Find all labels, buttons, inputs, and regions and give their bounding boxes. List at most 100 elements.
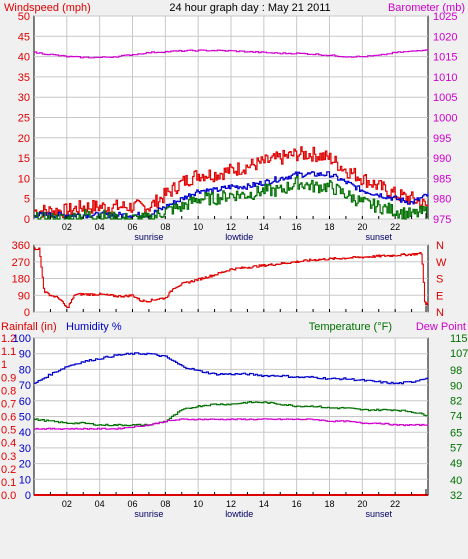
wind-series-gust bbox=[34, 146, 429, 219]
wind-panel-hour-label: 20 bbox=[357, 222, 367, 232]
humidity-tick-label: 30 bbox=[19, 443, 31, 455]
wind-panel-hour-label: 06 bbox=[127, 222, 137, 232]
barometer-tick-label: 995 bbox=[433, 133, 451, 145]
weather-panel-hour-label: 18 bbox=[324, 499, 334, 509]
windspeed-tick-label: 35 bbox=[18, 72, 30, 84]
windspeed-tick-label: 15 bbox=[18, 153, 30, 165]
wind-panel-hour-label: 02 bbox=[62, 222, 72, 232]
barometer-tick-label: 1020 bbox=[433, 31, 457, 43]
humidity-tick-label: 40 bbox=[19, 427, 31, 439]
weather-panel-hour-label: 22 bbox=[390, 499, 400, 509]
humidity-tick-label: 20 bbox=[19, 459, 31, 471]
weather-panel-hour-label: 02 bbox=[62, 499, 72, 509]
rainfall-tick-label: 0.2 bbox=[1, 464, 16, 476]
humidity-tick-label: 0 bbox=[25, 490, 31, 502]
dewpoint-axis-title: Dew Point bbox=[416, 321, 466, 333]
rainfall-tick-label: 0.0 bbox=[1, 490, 16, 502]
temperature-tick-label: 40 bbox=[450, 475, 462, 487]
temperature-tick-label: 115 bbox=[450, 333, 468, 345]
rainfall-tick-label: 0.5 bbox=[1, 425, 16, 437]
barometer-axis-title: Barometer (mb) bbox=[388, 2, 465, 14]
wind-panel-lowtide-marker: lowtide bbox=[225, 232, 253, 242]
compass-label: E bbox=[436, 290, 443, 302]
wind-panel-hour-label: 10 bbox=[193, 222, 203, 232]
weather-panel-hour-label: 16 bbox=[292, 499, 302, 509]
weather-panel-hour-label: 08 bbox=[160, 499, 170, 509]
direction-tick-label: 180 bbox=[12, 274, 30, 286]
barometer-tick-label: 990 bbox=[433, 153, 451, 165]
rainfall-tick-label: 0.8 bbox=[1, 385, 16, 397]
rainfall-tick-label: 0.7 bbox=[1, 398, 16, 410]
direction-tick-label: 0 bbox=[24, 307, 30, 319]
compass-label: N bbox=[436, 240, 444, 252]
wind-panel-sunset-marker: sunset bbox=[365, 232, 392, 242]
weather-panel-hour-label: 14 bbox=[259, 499, 269, 509]
windspeed-tick-label: 50 bbox=[18, 11, 30, 23]
rainfall-tick-label: 0.6 bbox=[1, 412, 16, 424]
direction-tick-label: 360 bbox=[12, 240, 30, 252]
windspeed-tick-label: 0 bbox=[24, 214, 30, 226]
compass-label: S bbox=[436, 274, 443, 286]
temperature-tick-label: 32 bbox=[450, 490, 462, 502]
temperature-tick-label: 57 bbox=[450, 443, 462, 455]
rainfall-axis-title: Rainfall (in) bbox=[1, 321, 57, 333]
direction-series bbox=[34, 247, 429, 309]
rainfall-tick-label: 0.3 bbox=[1, 451, 16, 463]
weather-panel-hour-label: 04 bbox=[95, 499, 105, 509]
wind-panel-hour-label: 04 bbox=[95, 222, 105, 232]
weather-series-temperature bbox=[34, 401, 429, 427]
weather-panel-hour-label: 12 bbox=[226, 499, 236, 509]
barometer-tick-label: 975 bbox=[433, 214, 451, 226]
humidity-tick-label: 10 bbox=[19, 474, 31, 486]
graph-title: 24 hour graph day : May 21 2011 bbox=[169, 2, 330, 14]
weather-series-humidity bbox=[34, 352, 429, 385]
direction-tick-label: 90 bbox=[18, 290, 30, 302]
windspeed-tick-label: 45 bbox=[18, 31, 30, 43]
windspeed-tick-label: 25 bbox=[18, 113, 30, 125]
barometer-tick-label: 980 bbox=[433, 194, 451, 206]
direction-tick-label: 270 bbox=[12, 257, 30, 269]
compass-label: N bbox=[436, 307, 444, 319]
temperature-axis-title: Temperature (°F) bbox=[309, 321, 392, 333]
humidity-tick-label: 100 bbox=[13, 333, 31, 345]
weather-panel-sunrise-marker: sunrise bbox=[134, 509, 163, 519]
temperature-tick-label: 107 bbox=[450, 348, 468, 360]
windspeed-tick-label: 20 bbox=[18, 133, 30, 145]
rainfall-tick-label: 1.1 bbox=[1, 346, 16, 358]
barometer-tick-label: 1015 bbox=[433, 52, 457, 64]
temperature-tick-label: 49 bbox=[450, 458, 462, 470]
barometer-tick-label: 1025 bbox=[433, 11, 457, 23]
weather-panel-lowtide-marker: lowtide bbox=[225, 509, 253, 519]
weather-panel-hour-label: 06 bbox=[127, 499, 137, 509]
temperature-tick-label: 65 bbox=[450, 428, 462, 440]
windspeed-tick-label: 30 bbox=[18, 92, 30, 104]
weather-series-dew-point bbox=[34, 418, 429, 430]
weather-panel-hour-label: 20 bbox=[357, 499, 367, 509]
wind-panel-hour-label: 18 bbox=[324, 222, 334, 232]
weather-panel-hour-label: 10 bbox=[193, 499, 203, 509]
wind-panel-hour-label: 12 bbox=[226, 222, 236, 232]
humidity-tick-label: 70 bbox=[19, 380, 31, 392]
windspeed-tick-label: 40 bbox=[18, 52, 30, 64]
rainfall-tick-label: 1.2 bbox=[1, 333, 16, 345]
compass-label: W bbox=[436, 257, 447, 269]
rainfall-tick-label: 0.1 bbox=[1, 477, 16, 489]
wind-panel-hour-label: 08 bbox=[160, 222, 170, 232]
humidity-tick-label: 50 bbox=[19, 412, 31, 424]
wind-panel-sunrise-marker: sunrise bbox=[134, 232, 163, 242]
windspeed-tick-label: 10 bbox=[18, 173, 30, 185]
temperature-tick-label: 90 bbox=[450, 380, 462, 392]
humidity-axis-title: Humidity % bbox=[66, 321, 122, 333]
windspeed-axis-title: Windspeed (mph) bbox=[4, 2, 91, 14]
temperature-tick-label: 82 bbox=[450, 395, 462, 407]
rainfall-tick-label: 0.4 bbox=[1, 438, 16, 450]
humidity-tick-label: 60 bbox=[19, 396, 31, 408]
windspeed-tick-label: 5 bbox=[24, 194, 30, 206]
barometer-tick-label: 985 bbox=[433, 173, 451, 185]
wind-series-speed bbox=[34, 175, 429, 220]
wind-series-barometer bbox=[34, 49, 429, 59]
wind-panel-hour-label: 22 bbox=[390, 222, 400, 232]
temperature-tick-label: 98 bbox=[450, 365, 462, 377]
